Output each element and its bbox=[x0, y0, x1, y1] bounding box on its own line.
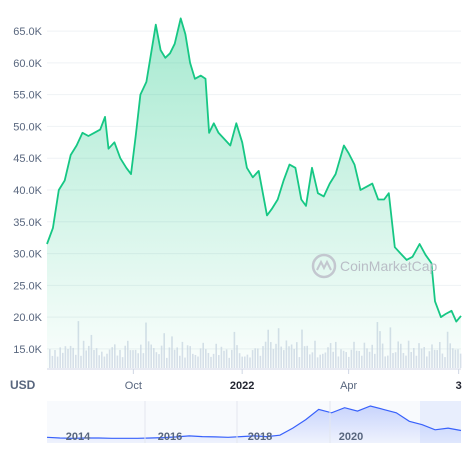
y-tick-label: 20.0K bbox=[13, 312, 42, 324]
range-navigator[interactable]: 2014 2016 2018 2020 bbox=[46, 401, 462, 443]
y-tick-label: 15.0K bbox=[13, 344, 42, 356]
navigator-year-label: 2016 bbox=[158, 431, 182, 443]
watermark: CoinMarketCap bbox=[311, 253, 437, 279]
y-tick-label: 35.0K bbox=[13, 217, 42, 229]
navigator-year-label: 2014 bbox=[66, 431, 91, 443]
x-tick-label: 2022 bbox=[230, 380, 254, 392]
price-area bbox=[46, 17, 462, 369]
y-tick-label: 65.0K bbox=[13, 26, 42, 38]
navigator-line bbox=[46, 405, 462, 439]
navigator-area bbox=[47, 406, 461, 443]
x-tick-label: 3 bbox=[456, 380, 462, 392]
watermark-text: CoinMarketCap bbox=[340, 258, 437, 274]
navigator-year-label: 2018 bbox=[248, 431, 272, 443]
y-tick-label: 55.0K bbox=[13, 90, 42, 102]
y-tick-label: 25.0K bbox=[13, 280, 42, 292]
y-axis: 15.0K 20.0K 25.0K 30.0K 35.0K 40.0K 45.0K 50.0K… bbox=[13, 26, 42, 356]
x-tick-label: Oct bbox=[125, 380, 142, 392]
y-tick-label: 30.0K bbox=[13, 249, 42, 261]
x-axis: Oct 2022 Apr 3 bbox=[125, 369, 462, 392]
y-tick-label: 50.0K bbox=[13, 121, 42, 133]
price-line bbox=[46, 17, 462, 323]
y-tick-label: 40.0K bbox=[13, 185, 42, 197]
y-tick-label: 45.0K bbox=[13, 153, 42, 165]
coinmarketcap-logo-icon bbox=[311, 253, 337, 279]
currency-label: USD bbox=[10, 378, 36, 392]
x-tick-label: Apr bbox=[340, 380, 357, 392]
y-tick-label: 60.0K bbox=[13, 58, 42, 70]
navigator-year-label: 2020 bbox=[339, 431, 363, 443]
price-area-fill bbox=[47, 18, 461, 369]
